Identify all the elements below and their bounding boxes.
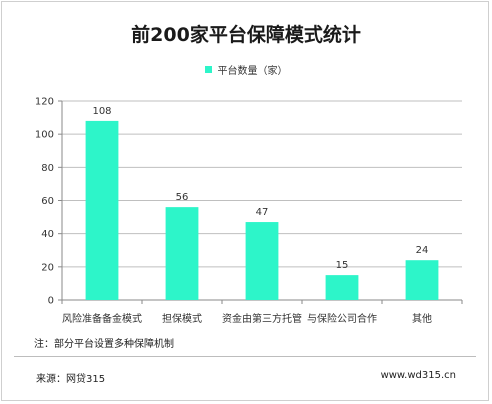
- source-text: 来源：网贷315: [36, 374, 106, 385]
- y-tick-label: 0: [48, 296, 54, 307]
- y-tick-label: 120: [35, 97, 54, 108]
- y-tick-label: 100: [35, 130, 54, 141]
- chart-note: 注：部分平台设置多种保障机制: [34, 339, 174, 350]
- data-label: 56: [176, 192, 189, 203]
- data-label: 15: [336, 260, 349, 271]
- y-tick-label: 60: [41, 196, 54, 207]
- bar: [405, 260, 439, 300]
- data-label: 24: [416, 245, 429, 256]
- x-tick-label: 其他: [412, 312, 432, 325]
- y-tick-label: 20: [41, 262, 54, 273]
- x-tick-label: 与保险公司合作: [307, 312, 377, 325]
- x-tick-label: 资金由第三方托管: [222, 312, 302, 325]
- data-label: 47: [256, 207, 269, 218]
- bar: [325, 275, 359, 300]
- bar: [165, 207, 199, 300]
- legend-swatch: [204, 66, 212, 73]
- legend-label: 平台数量（家）: [217, 66, 288, 77]
- y-tick-label: 80: [41, 163, 54, 174]
- bar: [245, 222, 279, 300]
- footer-divider: [14, 356, 476, 357]
- x-tick-label: 风险准备备金模式: [62, 312, 142, 325]
- x-tick-label: 担保模式: [162, 312, 202, 325]
- legend: 平台数量（家）: [0, 62, 492, 77]
- y-tick-label: 40: [41, 229, 54, 240]
- site-url: www.wd315.cn: [380, 370, 456, 381]
- data-label: 108: [92, 106, 111, 117]
- chart-title: 前200家平台保障模式统计: [131, 24, 361, 46]
- bar: [85, 120, 119, 301]
